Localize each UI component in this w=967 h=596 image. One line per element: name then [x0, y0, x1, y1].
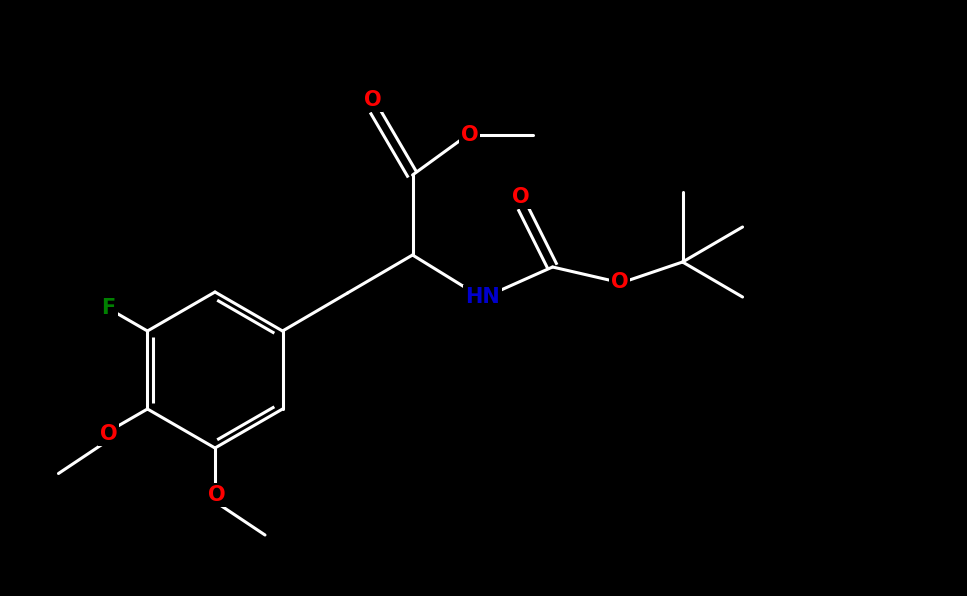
Text: O: O — [100, 424, 117, 443]
Text: O: O — [208, 485, 226, 505]
Text: O: O — [611, 272, 629, 292]
Text: HN: HN — [465, 287, 500, 307]
Text: F: F — [102, 299, 116, 318]
Text: O: O — [512, 187, 529, 207]
Text: O: O — [364, 90, 381, 110]
Text: O: O — [460, 125, 479, 145]
